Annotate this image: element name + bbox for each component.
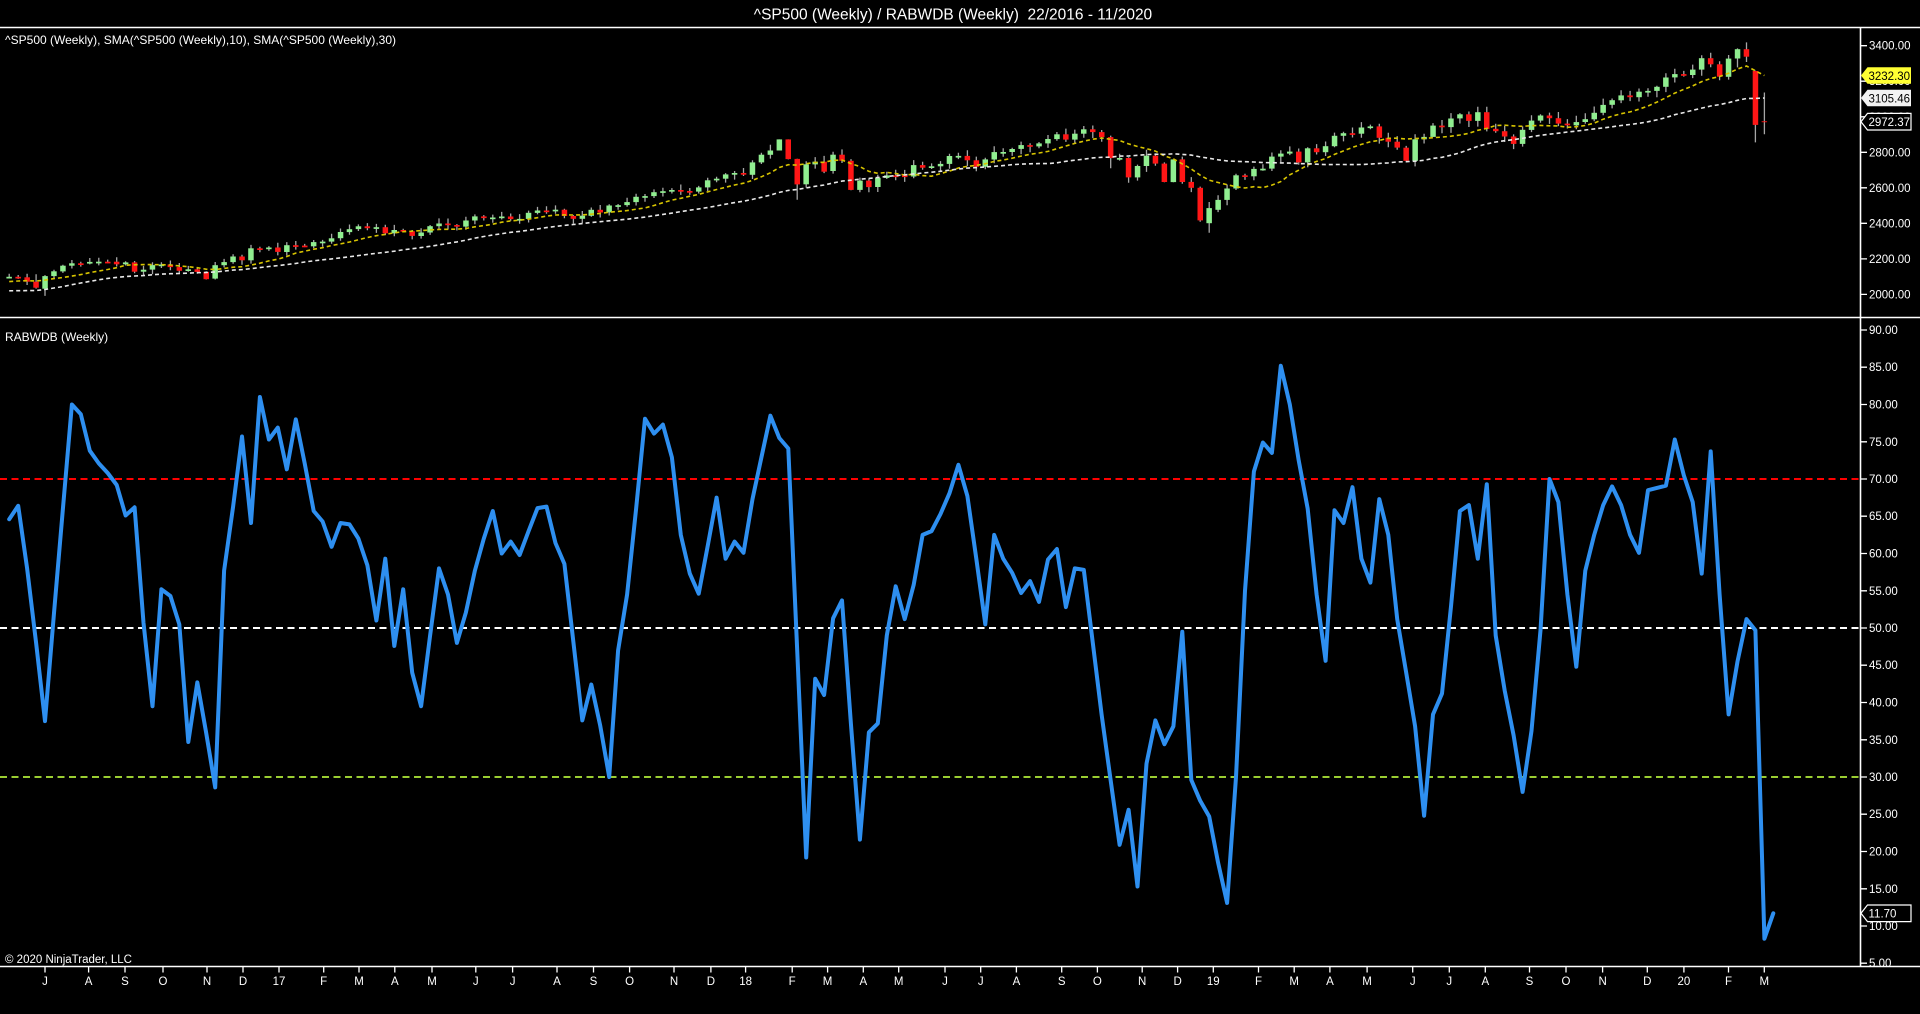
svg-text:11.70: 11.70 [1869, 909, 1897, 921]
svg-text:65.00: 65.00 [1869, 511, 1898, 523]
svg-text:80.00: 80.00 [1869, 400, 1898, 412]
svg-text:2972.37: 2972.37 [1869, 117, 1911, 129]
svg-text:3105.46: 3105.46 [1869, 93, 1911, 105]
svg-text:2800.00: 2800.00 [1869, 147, 1911, 159]
svg-text:D: D [1173, 976, 1181, 988]
svg-text:M: M [1362, 976, 1372, 988]
svg-text:D: D [1643, 976, 1651, 988]
svg-text:O: O [625, 976, 634, 988]
svg-text:D: D [239, 976, 247, 988]
svg-text:J: J [1446, 976, 1452, 988]
svg-text:© 2020 NinjaTrader, LLC: © 2020 NinjaTrader, LLC [5, 954, 132, 966]
svg-text:RABWDB (Weekly): RABWDB (Weekly) [5, 330, 108, 344]
svg-text:A: A [1326, 976, 1334, 988]
svg-text:75.00: 75.00 [1869, 437, 1898, 449]
svg-text:O: O [159, 976, 168, 988]
svg-text:J: J [978, 976, 984, 988]
svg-text:M: M [823, 976, 833, 988]
svg-text:J: J [42, 976, 48, 988]
svg-text:A: A [85, 976, 93, 988]
svg-text:A: A [1481, 976, 1489, 988]
svg-text:18: 18 [739, 976, 752, 988]
svg-text:M: M [427, 976, 437, 988]
svg-text:J: J [473, 976, 479, 988]
svg-text:50.00: 50.00 [1869, 623, 1898, 635]
svg-text:O: O [1562, 976, 1571, 988]
svg-text:35.00: 35.00 [1869, 735, 1898, 747]
svg-text:A: A [553, 976, 561, 988]
svg-text:15.00: 15.00 [1869, 884, 1898, 896]
svg-text:N: N [670, 976, 678, 988]
svg-text:F: F [320, 976, 327, 988]
svg-text:20: 20 [1678, 976, 1691, 988]
svg-text:2400.00: 2400.00 [1869, 218, 1911, 230]
svg-text:J: J [942, 976, 948, 988]
svg-text:O: O [1093, 976, 1102, 988]
svg-text:N: N [1138, 976, 1146, 988]
svg-text:J: J [510, 976, 516, 988]
svg-text:55.00: 55.00 [1869, 586, 1898, 598]
svg-text:2200.00: 2200.00 [1869, 254, 1911, 266]
svg-text:19: 19 [1207, 976, 1220, 988]
svg-text:85.00: 85.00 [1869, 362, 1898, 374]
svg-text:10.00: 10.00 [1869, 921, 1898, 933]
svg-text:F: F [1725, 976, 1732, 988]
svg-text:D: D [707, 976, 715, 988]
svg-text:S: S [1526, 976, 1534, 988]
svg-text:60.00: 60.00 [1869, 549, 1898, 561]
svg-text:^SP500 (Weekly), SMA(^SP500 (W: ^SP500 (Weekly), SMA(^SP500 (Weekly),10)… [5, 33, 396, 47]
svg-text:M: M [1760, 976, 1770, 988]
svg-text:S: S [590, 976, 598, 988]
svg-text:90.00: 90.00 [1869, 325, 1898, 337]
svg-text:M: M [1289, 976, 1299, 988]
svg-text:^SP500 (Weekly) / RABWDB (Week: ^SP500 (Weekly) / RABWDB (Weekly) 22/201… [754, 7, 1153, 24]
svg-text:N: N [1598, 976, 1606, 988]
svg-text:A: A [1013, 976, 1021, 988]
svg-text:40.00: 40.00 [1869, 698, 1898, 710]
svg-text:S: S [121, 976, 129, 988]
svg-text:J: J [1410, 976, 1416, 988]
svg-text:A: A [391, 976, 399, 988]
svg-text:M: M [354, 976, 364, 988]
svg-text:2600.00: 2600.00 [1869, 183, 1911, 195]
svg-text:5.00: 5.00 [1869, 958, 1891, 970]
svg-text:45.00: 45.00 [1869, 660, 1898, 672]
svg-text:17: 17 [273, 976, 286, 988]
svg-text:A: A [859, 976, 867, 988]
svg-text:2000.00: 2000.00 [1869, 289, 1911, 301]
svg-text:F: F [1255, 976, 1262, 988]
svg-text:30.00: 30.00 [1869, 772, 1898, 784]
svg-text:N: N [203, 976, 211, 988]
svg-text:F: F [789, 976, 796, 988]
svg-text:70.00: 70.00 [1869, 474, 1898, 486]
svg-text:S: S [1058, 976, 1066, 988]
svg-text:M: M [894, 976, 904, 988]
svg-text:20.00: 20.00 [1869, 847, 1898, 859]
svg-text:3232.30: 3232.30 [1869, 71, 1911, 83]
svg-text:3400.00: 3400.00 [1869, 41, 1911, 53]
svg-text:25.00: 25.00 [1869, 809, 1898, 821]
